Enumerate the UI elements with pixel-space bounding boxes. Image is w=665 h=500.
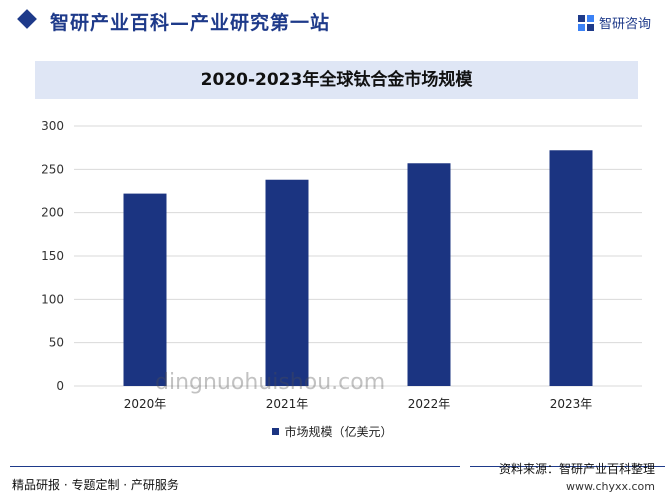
y-tick-label: 100 xyxy=(41,292,64,306)
y-tick-label: 250 xyxy=(41,162,64,176)
watermark-text: dingnuohuishou.com xyxy=(155,370,386,395)
bar-chart: 0 50 100 150 200 250 300 2020年 2021年 2022年 2023年 xyxy=(41,119,642,411)
y-tick-label: 200 xyxy=(41,206,64,220)
x-tick-label: 2023年 xyxy=(550,397,593,411)
brand-logo-group[interactable]: 智研咨询 xyxy=(577,13,651,32)
x-tick-label: 2021年 xyxy=(266,397,309,411)
footer-divider-right xyxy=(470,466,665,467)
footer-url[interactable]: www.chyxx.com xyxy=(565,480,655,493)
page-header: 智研产业百科—产业研究第一站 智研咨询 xyxy=(0,0,665,44)
y-tick-label: 50 xyxy=(49,336,64,350)
bar-2 xyxy=(407,163,451,386)
y-tick-label: 150 xyxy=(41,249,64,263)
bar-1 xyxy=(265,179,309,386)
footer-services: 精品研报 · 专题定制 · 产研服务 xyxy=(12,478,179,492)
y-tick-label: 300 xyxy=(41,119,64,133)
brand-name: 智研咨询 xyxy=(598,17,651,32)
chart-title: 2020-2023年全球钛合金市场规模 xyxy=(200,70,473,90)
diamond-icon xyxy=(17,9,37,29)
chart-legend: 市场规模（亿美元） xyxy=(0,423,665,440)
brand-logo-icon xyxy=(577,14,594,31)
site-title: 智研产业百科—产业研究第一站 xyxy=(50,12,331,34)
x-tick-label: 2022年 xyxy=(408,397,451,411)
footer-divider xyxy=(10,466,460,467)
chart-title-band: 2020-2023年全球钛合金市场规模 xyxy=(35,61,638,99)
bar-3 xyxy=(549,150,593,386)
y-tick-label: 0 xyxy=(56,379,64,393)
legend-label: 市场规模（亿美元） xyxy=(284,425,393,439)
bar-0 xyxy=(123,193,167,386)
legend-swatch xyxy=(272,428,280,435)
footer-source: 资料来源：智研产业百科整理 xyxy=(498,462,655,476)
x-tick-label: 2020年 xyxy=(124,397,167,411)
